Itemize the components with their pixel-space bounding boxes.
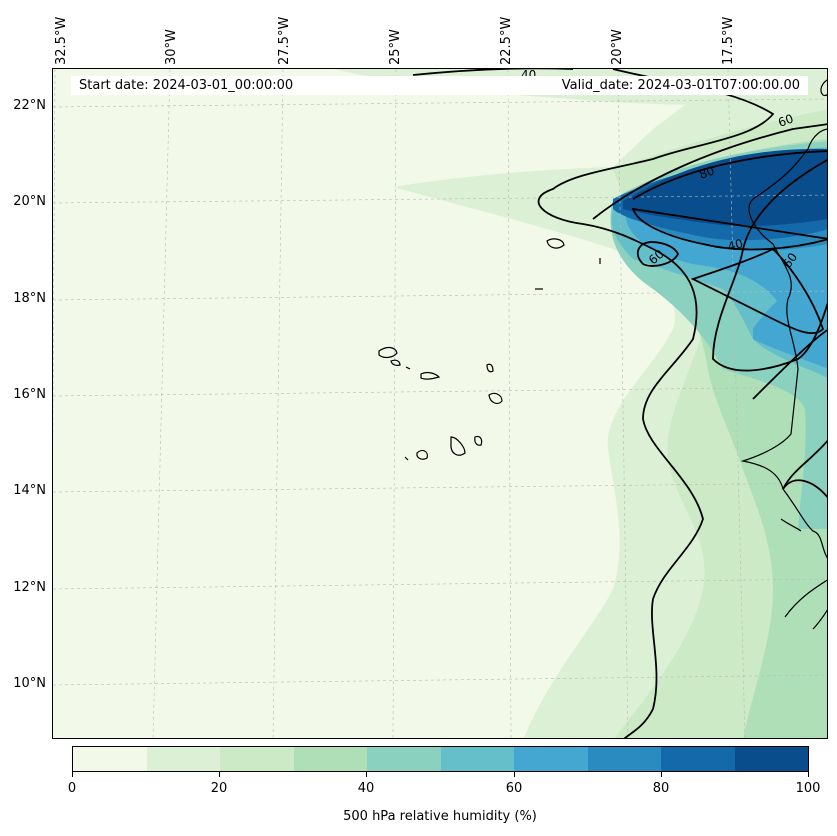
colorbar-tick-label: 40 bbox=[357, 781, 375, 796]
colorbar-segment bbox=[220, 747, 294, 771]
coast-islands-east bbox=[780, 79, 827, 630]
colorbar-segment bbox=[293, 747, 367, 771]
lon-label-25w: 25°W bbox=[388, 29, 403, 65]
island bbox=[416, 449, 428, 460]
humidity-band-90-100 bbox=[623, 148, 827, 227]
humidity-map: 40 60 80 40 60 60 bbox=[53, 69, 827, 738]
island bbox=[420, 371, 441, 380]
island bbox=[474, 435, 483, 446]
lon-label-32-5w: 32.5°W bbox=[54, 16, 69, 65]
contour-60-inner bbox=[636, 241, 680, 267]
valid-date-label: Valid_date: 2024-03-01T07:00:00.00 bbox=[561, 78, 800, 93]
colorbar-segment bbox=[734, 747, 808, 771]
colorbar-tick-label: 60 bbox=[505, 781, 523, 796]
island bbox=[390, 359, 401, 366]
lon-label-22-5w: 22.5°W bbox=[499, 16, 514, 65]
colorbar-segment bbox=[146, 747, 220, 771]
contour-label: 40 bbox=[726, 236, 744, 253]
contour-80 bbox=[631, 150, 827, 251]
colorbar-segment bbox=[440, 747, 514, 771]
island bbox=[378, 346, 398, 359]
graticule bbox=[53, 69, 827, 738]
lat-label-20n: 20°N bbox=[13, 194, 46, 209]
lon-label-30w: 30°W bbox=[164, 29, 179, 65]
contour-label: 80 bbox=[697, 163, 716, 181]
island bbox=[486, 363, 494, 373]
island bbox=[488, 392, 503, 405]
colorbar-segment bbox=[73, 747, 147, 771]
colorbar-tick bbox=[661, 772, 662, 777]
date-annotation-box bbox=[71, 76, 808, 95]
map-panel: 40 60 80 40 60 60 bbox=[52, 68, 828, 739]
island bbox=[404, 456, 409, 461]
colorbar-tick-label: 0 bbox=[67, 781, 77, 796]
lon-label-27-5w: 27.5°W bbox=[277, 16, 292, 65]
lon-label-20w: 20°W bbox=[610, 29, 625, 65]
island bbox=[450, 436, 466, 456]
colorbar-tick bbox=[219, 772, 220, 777]
colorbar-segment bbox=[661, 747, 735, 771]
lat-label-22n: 22°N bbox=[13, 98, 46, 113]
lat-label-18n: 18°N bbox=[13, 291, 46, 306]
colorbar-segment bbox=[367, 747, 441, 771]
lon-label-17-5w: 17.5°W bbox=[721, 16, 736, 65]
island bbox=[405, 366, 411, 370]
contour-label-group: 40 60 80 40 60 60 bbox=[521, 69, 800, 271]
lat-label-14n: 14°N bbox=[13, 483, 46, 498]
contour-label: 60 bbox=[776, 111, 795, 129]
lat-label-16n: 16°N bbox=[13, 387, 46, 402]
colorbar-tick bbox=[366, 772, 367, 777]
contour-40-inner bbox=[690, 247, 825, 334]
contour-60 bbox=[592, 123, 827, 490]
colorbar-tick-label: 100 bbox=[795, 781, 821, 796]
colorbar-title: 500 hPa relative humidity (%) bbox=[343, 809, 537, 824]
colorbar-segment bbox=[514, 747, 588, 771]
colorbar-tick-label: 20 bbox=[210, 781, 228, 796]
coastline bbox=[740, 79, 827, 630]
colorbar-segment bbox=[587, 747, 661, 771]
colorbar bbox=[72, 746, 809, 772]
contour-40 bbox=[412, 69, 775, 738]
colorbar-tick bbox=[514, 772, 515, 777]
start-date-label: Start date: 2024-03-01_00:00:00 bbox=[79, 78, 294, 93]
lat-label-10n: 10°N bbox=[13, 676, 46, 691]
colorbar-tick-label: 80 bbox=[652, 781, 670, 796]
colorbar-tick bbox=[72, 772, 73, 777]
cape-verde-islands bbox=[378, 238, 601, 461]
island bbox=[546, 238, 565, 249]
africa-coast bbox=[740, 128, 827, 618]
colorbar-tick bbox=[808, 772, 809, 777]
lat-label-12n: 12°N bbox=[13, 580, 46, 595]
